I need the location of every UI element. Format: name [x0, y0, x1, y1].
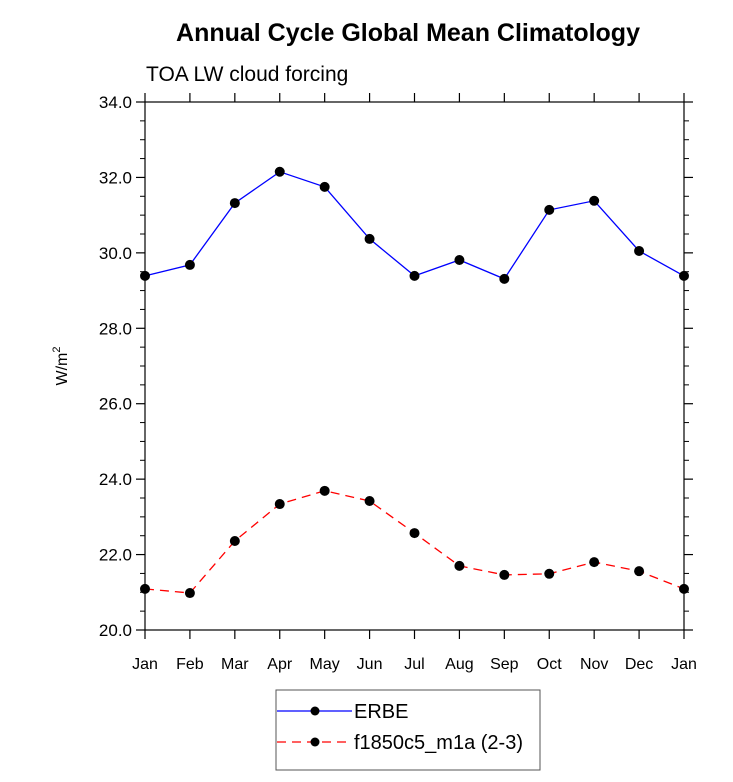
data-point-model [499, 569, 510, 580]
y-tick-label: 20.0 [99, 621, 132, 640]
data-point-erbe [364, 233, 375, 244]
legend-marker-erbe [310, 706, 320, 716]
x-tick-label: Jan [132, 656, 158, 673]
data-point-erbe [454, 255, 465, 266]
data-point-erbe [589, 195, 600, 206]
data-point-erbe [409, 270, 420, 281]
x-tick-label: Nov [580, 656, 608, 673]
legend-marker-model [310, 737, 320, 747]
data-point-model [589, 557, 600, 568]
legend-entry-model: f1850c5_m1a (2-3) [277, 732, 523, 754]
chart-subtitle: TOA LW cloud forcing [146, 63, 348, 86]
legend-box [275, 689, 541, 771]
data-point-erbe [634, 245, 645, 256]
data-point-model [274, 499, 285, 510]
data-point-model [634, 566, 645, 577]
data-point-erbe [184, 259, 195, 270]
data-point-model [454, 560, 465, 571]
y-tick-label: 24.0 [99, 470, 132, 489]
data-point-model [409, 528, 420, 539]
data-point-model [364, 496, 375, 507]
x-tick-label: Mar [221, 656, 249, 673]
data-point-erbe [499, 273, 510, 284]
legend-label-erbe: ERBE [354, 701, 408, 723]
legend-entry-erbe: ERBE [277, 701, 408, 723]
data-point-model [229, 535, 240, 546]
y-tick-label: 26.0 [99, 395, 132, 414]
data-point-erbe [274, 166, 285, 177]
y-tick-label: 34.0 [99, 93, 132, 112]
chart-title: Annual Cycle Global Mean Climatology [176, 19, 640, 47]
x-tick-label: May [310, 656, 340, 673]
data-point-erbe [544, 204, 555, 215]
x-tick-label: Jan [671, 656, 697, 673]
legend: ERBE f1850c5_m1a (2-3) [275, 689, 541, 771]
data-point-erbe [319, 181, 330, 192]
x-tick-label: Jun [357, 656, 383, 673]
svg-text:W/m2: W/m2 [51, 347, 71, 386]
x-tick-label: Oct [537, 656, 562, 673]
legend-label-model: f1850c5_m1a (2-3) [354, 732, 523, 754]
series-line-model [144, 490, 685, 594]
x-tick-label: Aug [445, 656, 473, 673]
y-tick-label: 22.0 [99, 546, 132, 565]
x-tick-label: Feb [176, 656, 204, 673]
y-tick-label: 30.0 [99, 244, 132, 263]
data-point-erbe [229, 198, 240, 209]
x-tick-label: Sep [490, 656, 519, 673]
x-tick-label: Apr [267, 656, 293, 673]
y-tick-label: 28.0 [99, 319, 132, 338]
data-point-model [319, 485, 330, 496]
data-point-model [184, 588, 195, 599]
plot-frame [144, 101, 685, 631]
series-line-erbe [144, 171, 685, 280]
series-layer [140, 166, 689, 599]
y-axis-label-superscript: 2 [51, 347, 63, 353]
y-axis-label: W/m [54, 353, 71, 386]
x-tick-label: Jul [404, 656, 424, 673]
axis-ticks: 20.0 22.0 24.0 26.0 28.0 30.0 32.0 34.0 Jan Feb Ma… [99, 93, 697, 673]
x-tick-label: Dec [625, 656, 653, 673]
y-axis-title: W/m2 [51, 347, 71, 386]
data-point-model [544, 568, 555, 579]
y-tick-label: 32.0 [99, 168, 132, 187]
